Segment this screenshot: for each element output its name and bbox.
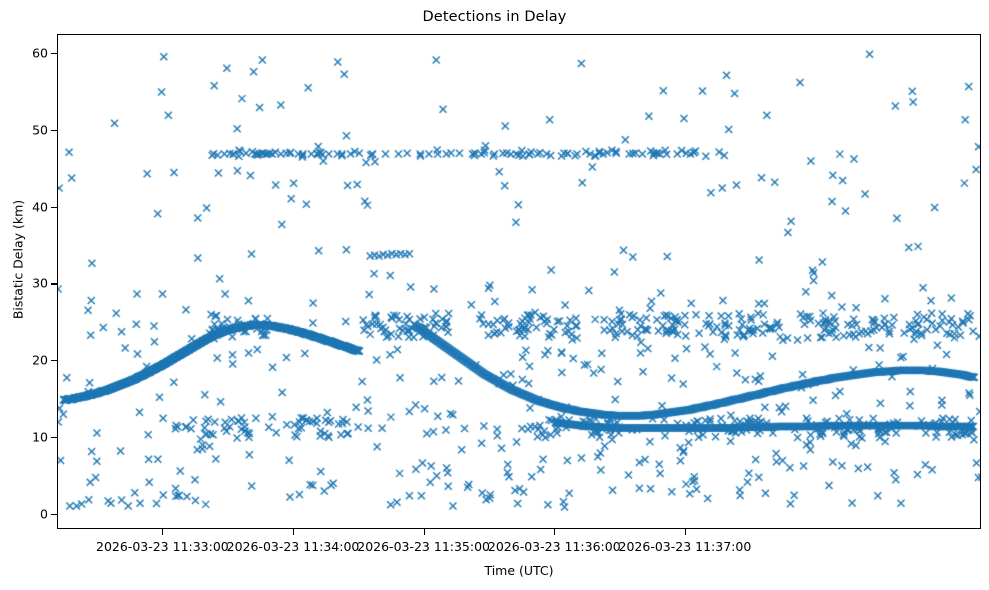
plot-area[interactable] bbox=[57, 34, 981, 529]
y-tick-label: 60 bbox=[32, 45, 48, 61]
y-tick-label: 40 bbox=[32, 199, 48, 215]
x-axis-label: Time (UTC) bbox=[484, 563, 554, 578]
x-tick-mark bbox=[293, 529, 295, 535]
x-tick-label: 2026-03-23 11:35:00 bbox=[357, 539, 491, 554]
x-tick-mark bbox=[162, 529, 164, 535]
y-tick-mark bbox=[51, 53, 57, 55]
scatter-points-layer bbox=[58, 35, 980, 528]
y-tick-mark bbox=[51, 129, 57, 132]
y-tick-mark bbox=[51, 283, 57, 285]
x-tick-label: 2026-03-23 11:36:00 bbox=[487, 539, 621, 554]
x-tick-mark bbox=[554, 529, 556, 535]
y-tick-label: 30 bbox=[32, 275, 48, 291]
x-tick-label: 2026-03-23 11:34:00 bbox=[226, 539, 360, 554]
y-tick-label: 0 bbox=[40, 506, 48, 522]
y-tick-mark bbox=[51, 513, 57, 515]
y-tick-mark bbox=[51, 360, 57, 362]
x-tick-mark bbox=[423, 529, 425, 535]
y-tick-mark bbox=[51, 206, 57, 208]
y-tick-label: 20 bbox=[32, 352, 48, 368]
x-tick-label: 2026-03-23 11:37:00 bbox=[618, 539, 752, 554]
y-axis-tick-labels: 60 50 40 30 20 10 0 bbox=[0, 0, 48, 590]
y-tick-label: 50 bbox=[32, 122, 48, 138]
x-tick-mark bbox=[684, 529, 686, 535]
y-tick-label: 10 bbox=[32, 429, 48, 445]
x-tick-label: 2026-03-23 11:33:00 bbox=[95, 539, 229, 554]
y-axis-label: Bistatic Delay (km) bbox=[10, 199, 26, 320]
y-tick-mark bbox=[51, 436, 57, 438]
chart-title: Detections in Delay bbox=[422, 9, 567, 25]
